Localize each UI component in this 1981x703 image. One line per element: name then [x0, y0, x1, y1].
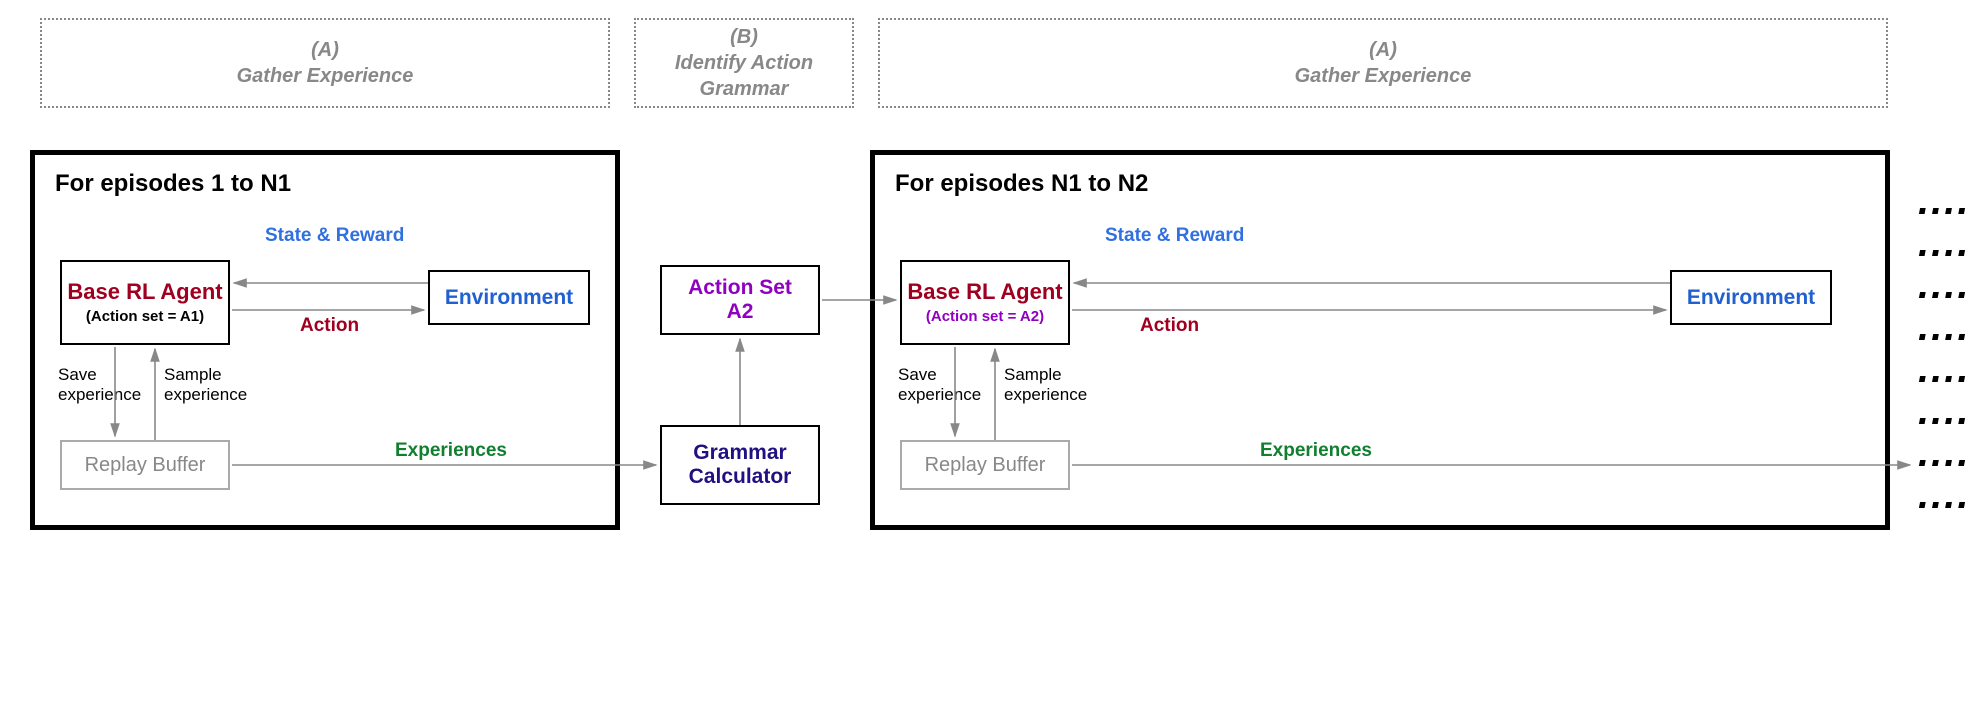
agent2-title-text: Base RL Agent [907, 279, 1062, 304]
sample-exp1-label: Sample experience [164, 365, 247, 406]
episode2-title: For episodes N1 to N2 [895, 170, 1148, 198]
replay2-text: Replay Buffer [925, 454, 1046, 477]
sample-exp2-l1: Sample [1004, 365, 1087, 385]
env2-box: Environment [1670, 270, 1832, 325]
save-exp2-l1: Save [898, 365, 981, 385]
save-exp1-l2: experience [58, 385, 141, 405]
experiences1-label: Experiences [395, 440, 507, 462]
phase-b-line2: Identify Action [675, 50, 813, 76]
save-exp2-l2: experience [898, 385, 981, 405]
agent1-sub: (Action set = A1) [86, 308, 204, 325]
sample-exp1-l1: Sample [164, 365, 247, 385]
phase-a1-line1: (A) [311, 37, 339, 63]
save-exp1-l1: Save [58, 365, 141, 385]
sample-exp1-l2: experience [164, 385, 247, 405]
agent1-box: Base RL Agent (Action set = A1) [60, 260, 230, 345]
agent2-sub: (Action set = A2) [926, 308, 1044, 325]
action-set-l1: Action Set [688, 276, 792, 300]
grammar-box: Grammar Calculator [660, 425, 820, 505]
action2-label: Action [1140, 315, 1199, 337]
env1-box: Environment [428, 270, 590, 325]
grammar-l1: Grammar [693, 441, 786, 465]
phase-b-line3: Grammar [700, 76, 789, 102]
save-exp2-label: Save experience [898, 365, 981, 406]
agent2-title: Base RL Agent [907, 280, 1062, 304]
action-set-box: Action Set A2 [660, 265, 820, 335]
phase-a2-line1: (A) [1369, 37, 1397, 63]
phase-a1: (A) Gather Experience [40, 18, 610, 108]
phase-b: (B) Identify Action Grammar [634, 18, 854, 108]
phase-a2-line2: Gather Experience [1295, 63, 1472, 89]
experiences2-label: Experiences [1260, 440, 1372, 462]
state-reward1-label: State & Reward [265, 225, 404, 247]
agent1-title: Base RL Agent [67, 280, 222, 304]
episode1-title: For episodes 1 to N1 [55, 170, 291, 198]
phase-b-line1: (B) [730, 24, 758, 50]
continuation-dots: ................................ [1918, 180, 1970, 516]
action-set-l2: A2 [727, 300, 754, 324]
action1-label: Action [300, 315, 359, 337]
grammar-l2: Calculator [689, 465, 792, 489]
agent2-box: Base RL Agent (Action set = A2) [900, 260, 1070, 345]
env2-text: Environment [1687, 286, 1815, 310]
sample-exp2-label: Sample experience [1004, 365, 1087, 406]
state-reward2-label: State & Reward [1105, 225, 1244, 247]
save-exp1-label: Save experience [58, 365, 141, 406]
env1-text: Environment [445, 286, 573, 310]
phase-a1-line2: Gather Experience [237, 63, 414, 89]
phase-a2: (A) Gather Experience [878, 18, 1888, 108]
replay1-box: Replay Buffer [60, 440, 230, 490]
replay1-text: Replay Buffer [85, 454, 206, 477]
agent1-title-text: Base RL Agent [67, 279, 222, 304]
replay2-box: Replay Buffer [900, 440, 1070, 490]
sample-exp2-l2: experience [1004, 385, 1087, 405]
